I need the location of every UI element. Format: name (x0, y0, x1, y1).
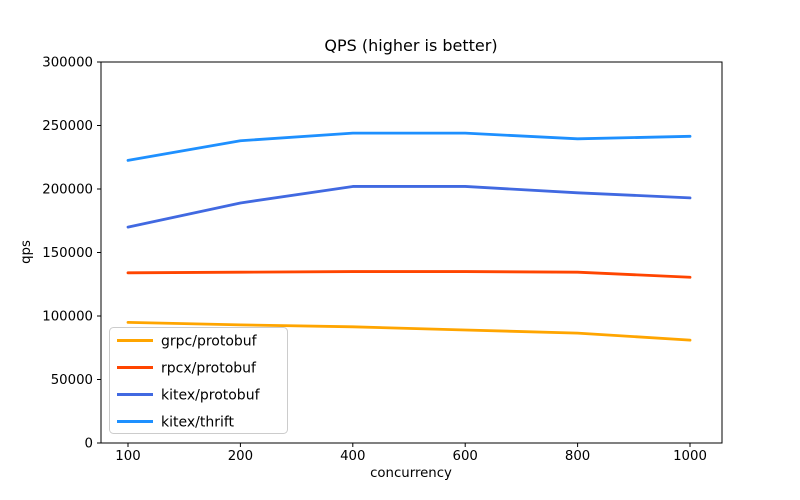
legend-box (109, 327, 288, 434)
y-axis-label: qps (19, 240, 34, 264)
legend-item: rpcx/protobuf (117, 361, 257, 377)
legend-item: kitex/thrift (117, 415, 235, 431)
x-tick-label: 800 (565, 449, 590, 464)
y-tick-label: 150000 (42, 246, 93, 261)
y-tick-label: 50000 (51, 373, 93, 388)
series-lines (126, 131, 692, 342)
x-tick-label: 600 (453, 449, 478, 464)
y-tick-label: 0 (85, 437, 93, 452)
x-axis-label: concurrency (370, 466, 452, 481)
x-tick-label: 100 (115, 449, 140, 464)
y-axis-ticks: 0 50000 100000 150000 200000 250000 300000 (42, 56, 101, 452)
y-tick-label: 100000 (42, 310, 93, 325)
series-line-rpcx-protobuf (126, 270, 692, 279)
legend-label: kitex/thrift (161, 415, 235, 431)
x-tick-label: 400 (340, 449, 365, 464)
legend-item: grpc/protobuf (117, 334, 258, 350)
chart-title: QPS (higher is better) (324, 36, 497, 55)
x-tick-label: 1000 (673, 449, 707, 464)
plot-border (100, 61, 723, 444)
legend: grpc/protobuf rpcx/protobuf kitex/protobuf… (109, 327, 288, 434)
legend-item: kitex/protobuf (117, 388, 261, 404)
x-axis-ticks: 100 200 400 600 800 1000 (115, 443, 707, 464)
series-line-grpc-protobuf (126, 320, 692, 342)
legend-label: rpcx/protobuf (161, 361, 257, 377)
y-tick-label: 300000 (42, 56, 93, 71)
series-line-kitex-protobuf (126, 185, 692, 229)
y-tick-label: 200000 (42, 183, 93, 198)
legend-label: kitex/protobuf (161, 388, 261, 404)
series-line-kitex-thrift (126, 131, 692, 162)
legend-label: grpc/protobuf (161, 334, 258, 350)
y-tick-label: 250000 (42, 119, 93, 134)
x-tick-label: 200 (228, 449, 253, 464)
